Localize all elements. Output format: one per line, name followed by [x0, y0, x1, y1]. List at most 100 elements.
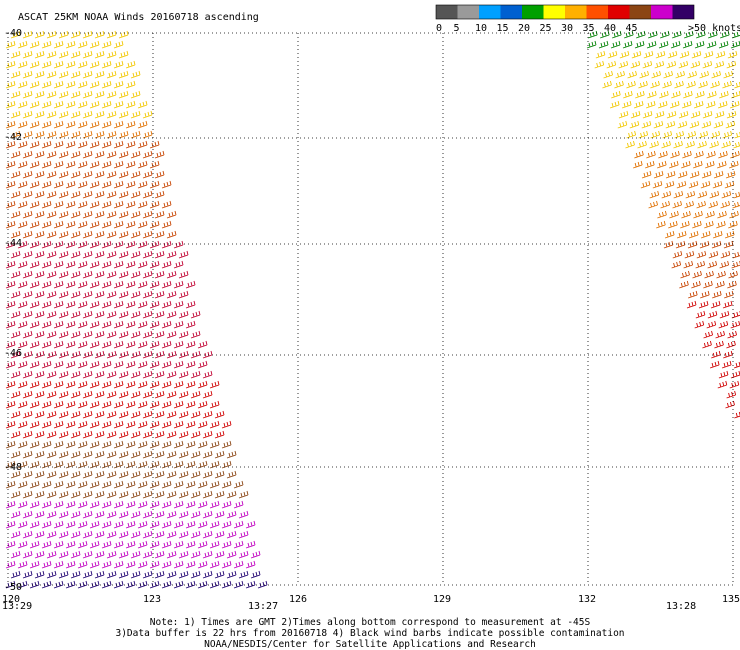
- wind-barb: [729, 380, 740, 389]
- wind-barb: [221, 440, 232, 449]
- wind-barb: [29, 100, 40, 109]
- wind-barb: [106, 90, 117, 99]
- wind-barb: [77, 80, 88, 89]
- wind-barb: [130, 150, 141, 159]
- wind-barb: [657, 100, 668, 109]
- wind-barb: [77, 420, 88, 429]
- wind-barb: [657, 160, 667, 169]
- legend-swatch: [565, 5, 587, 19]
- wind-barb: [699, 240, 710, 249]
- legend-label: 30: [561, 23, 573, 34]
- wind-barb: [226, 490, 237, 499]
- wind-barb: [654, 110, 665, 119]
- wind-barb: [598, 40, 609, 49]
- wind-barb: [34, 70, 45, 79]
- wind-barb: [731, 310, 740, 319]
- wind-barb: [10, 270, 21, 279]
- wind-barb: [77, 580, 88, 589]
- wind-barb: [89, 40, 100, 49]
- wind-barb: [173, 440, 184, 449]
- wind-barb: [113, 520, 124, 529]
- wind-barb: [65, 180, 76, 189]
- wind-barb: [694, 40, 705, 49]
- wind-barb: [634, 150, 644, 159]
- wind-barb: [137, 320, 148, 329]
- lon-label: 135: [722, 594, 740, 605]
- wind-barb: [41, 140, 52, 149]
- wind-barb: [687, 240, 698, 249]
- wind-barb: [22, 150, 33, 159]
- wind-barb: [149, 280, 160, 289]
- wind-barb: [77, 160, 88, 169]
- wind-barb: [58, 70, 69, 79]
- wind-barb: [58, 350, 69, 359]
- wind-barb: [142, 430, 153, 439]
- wind-barb: [706, 40, 717, 49]
- wind-barb: [77, 540, 88, 549]
- wind-barb: [720, 200, 730, 209]
- time-label: 13:28: [666, 601, 696, 612]
- wind-barb: [142, 110, 153, 119]
- wind-barb: [130, 570, 141, 579]
- wind-barb: [58, 570, 69, 579]
- wind-barb: [101, 180, 112, 189]
- wind-barb: [41, 160, 52, 169]
- wind-barb: [149, 160, 160, 169]
- wind-barb: [233, 560, 244, 569]
- wind-barb: [94, 50, 105, 59]
- wind-barb: [668, 220, 678, 229]
- wind-barb: [154, 450, 165, 459]
- wind-barb: [65, 340, 76, 349]
- wind-barb: [655, 50, 666, 59]
- wind-barb: [173, 520, 184, 529]
- wind-barb: [185, 300, 196, 309]
- wind-barb: [683, 260, 694, 269]
- wind-barb: [77, 520, 88, 529]
- wind-barb: [46, 370, 57, 379]
- wind-barb: [5, 120, 16, 129]
- wind-barb: [674, 130, 685, 139]
- wind-barb: [202, 430, 213, 439]
- wind-barb: [58, 170, 69, 179]
- wind-barb: [703, 330, 713, 339]
- wind-barb: [113, 160, 124, 169]
- wind-barb: [654, 60, 665, 69]
- wind-barb: [46, 530, 57, 539]
- wind-barb: [634, 40, 645, 49]
- wind-barb: [185, 500, 196, 509]
- wind-barb: [209, 500, 220, 509]
- wind-barb: [702, 60, 713, 69]
- wind-barb: [10, 170, 21, 179]
- wind-barb: [707, 90, 717, 99]
- wind-barb: [34, 450, 45, 459]
- wind-barb: [197, 340, 208, 349]
- wind-barb: [226, 470, 237, 479]
- wind-barb: [53, 360, 64, 369]
- wind-barb: [185, 340, 196, 349]
- wind-barb: [5, 40, 16, 49]
- wind-barb: [698, 130, 709, 139]
- wind-barb: [178, 370, 189, 379]
- wind-barb: [137, 480, 148, 489]
- wind-barb: [53, 480, 64, 489]
- wind-barb: [5, 540, 16, 549]
- wind-barb: [41, 180, 52, 189]
- lon-label: 132: [578, 594, 596, 605]
- wind-barb: [22, 430, 33, 439]
- wind-barb: [77, 260, 88, 269]
- wind-barb: [70, 270, 81, 279]
- wind-barb: [142, 230, 153, 239]
- wind-barb: [82, 390, 93, 399]
- wind-barb: [154, 330, 165, 339]
- wind-barb: [202, 470, 213, 479]
- wind-barb: [82, 370, 93, 379]
- wind-barb: [77, 40, 88, 49]
- wind-barb: [58, 490, 69, 499]
- footnote-line-1: Note: 1) Times are GMT 2)Times along bot…: [149, 617, 591, 628]
- wind-barb: [82, 150, 93, 159]
- wind-barb: [700, 230, 711, 239]
- wind-barb: [657, 210, 667, 219]
- wind-barb: [185, 280, 196, 289]
- wind-barb: [675, 70, 685, 79]
- wind-barb: [46, 350, 57, 359]
